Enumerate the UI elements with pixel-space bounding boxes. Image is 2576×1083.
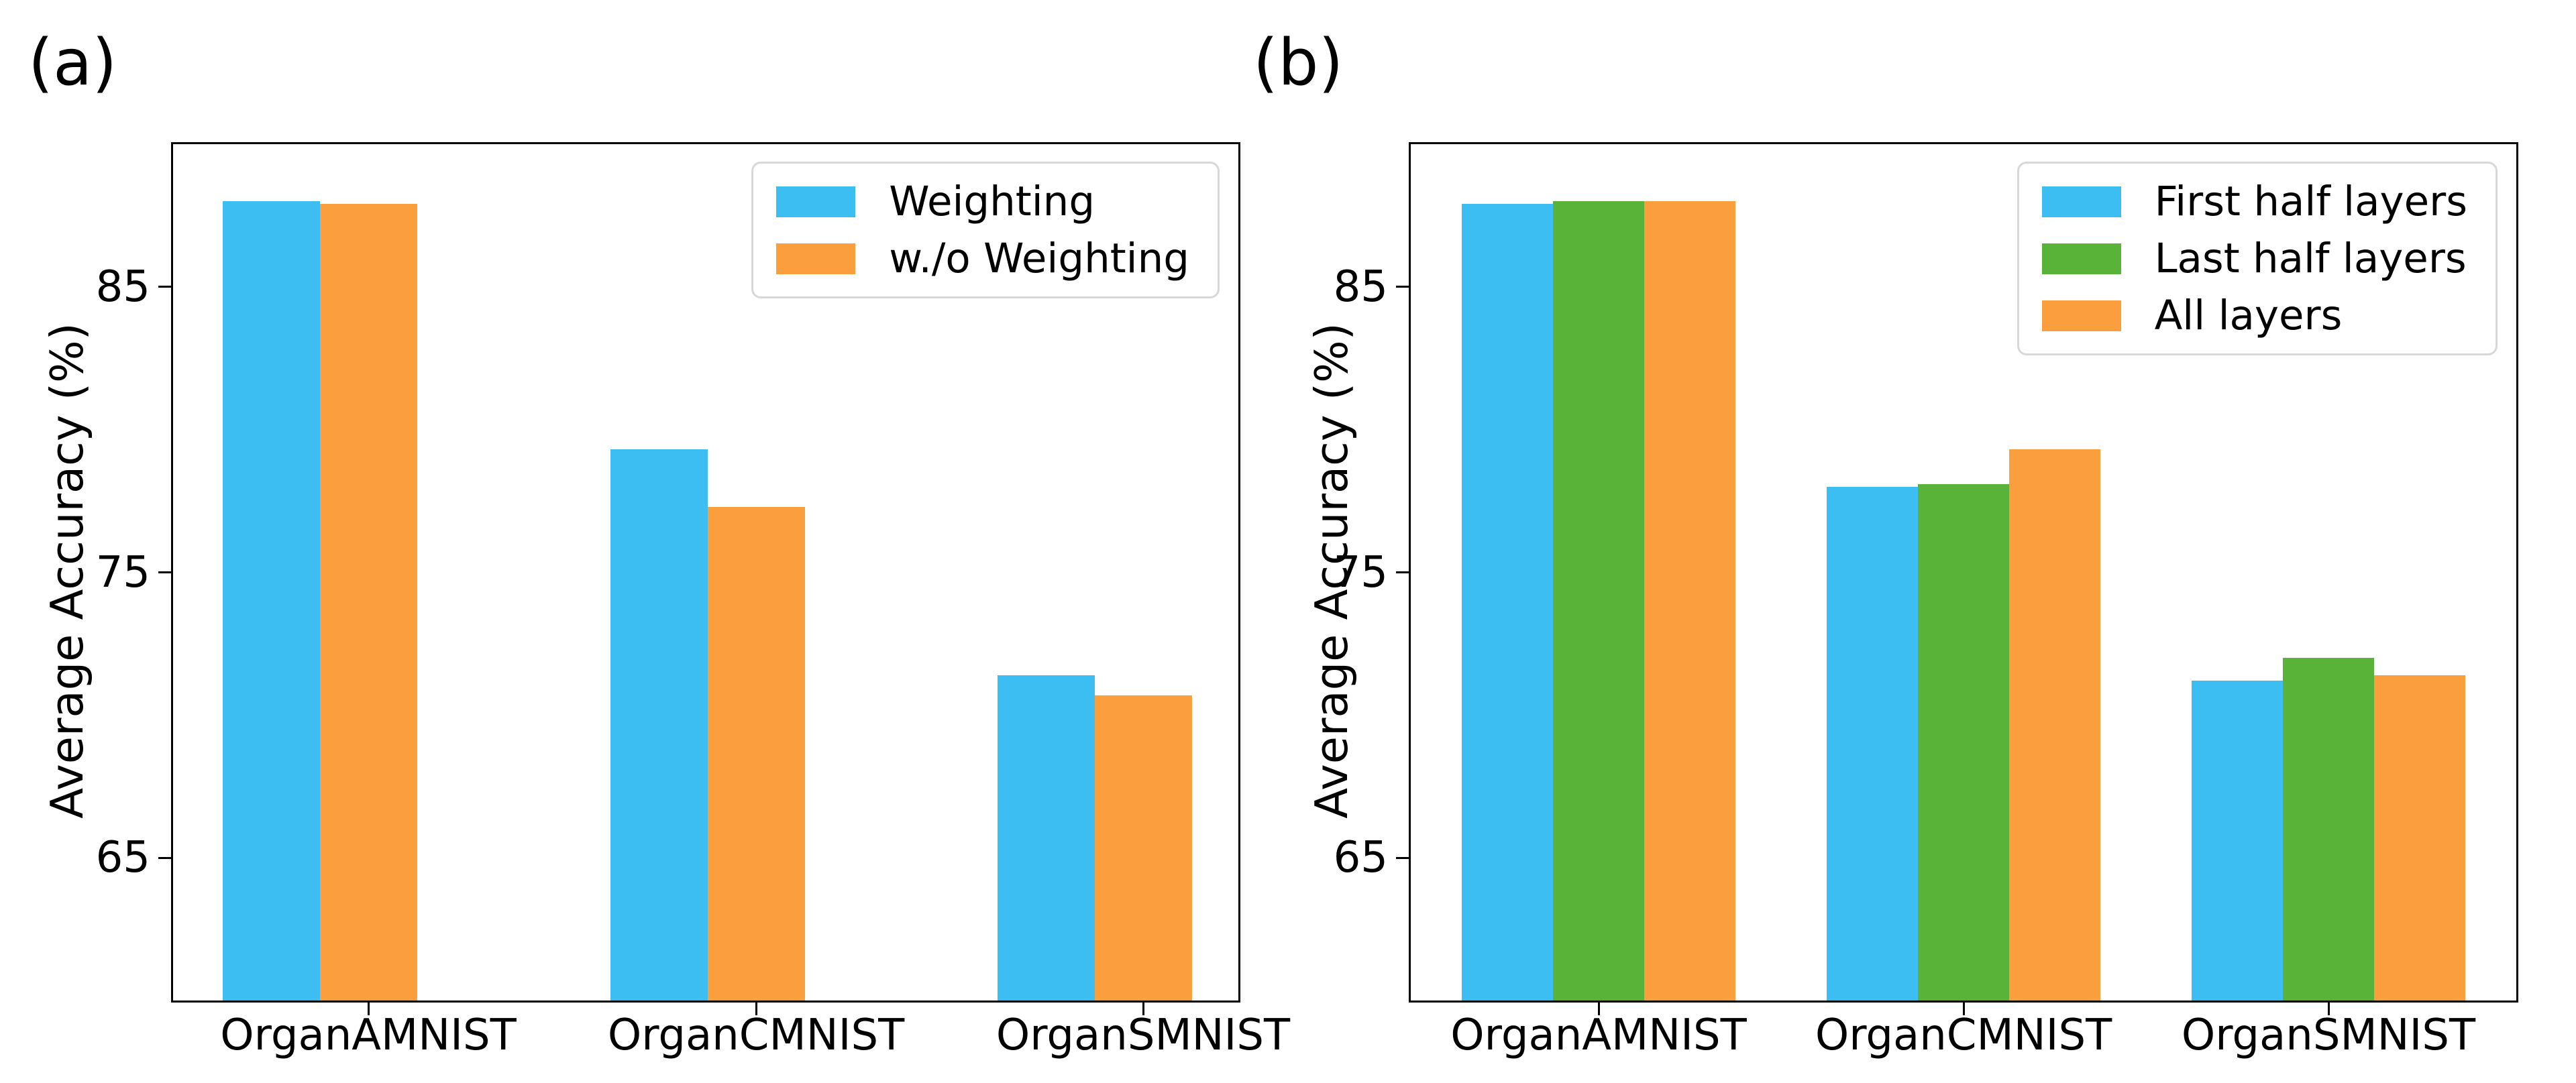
x-tick-mark (2327, 1003, 2330, 1015)
x-tick-mark (367, 1003, 370, 1015)
x-tick-label: OrganSMNIST (2181, 1011, 2476, 1060)
y-tick-mark (158, 856, 171, 859)
panel-b-label: (b) (1253, 26, 1344, 100)
legend-label: w./o Weighting (889, 235, 1189, 282)
bar (222, 201, 320, 1001)
legend-swatch (776, 186, 856, 217)
y-tick-mark (158, 286, 171, 288)
legend-swatch (776, 243, 856, 274)
x-tick-label: OrganCMNIST (1815, 1011, 2112, 1060)
legend-label: Weighting (889, 178, 1095, 225)
bar (319, 204, 417, 1001)
y-tick-label: 75 (1333, 547, 1388, 597)
y-tick-mark (158, 571, 171, 573)
legend-label: Last half layers (2154, 235, 2467, 282)
bar (2009, 449, 2100, 1001)
legend-item: Last half layers (2041, 235, 2467, 282)
y-tick-label: 65 (1333, 833, 1388, 883)
x-tick-label: OrganSMNIST (996, 1011, 1291, 1060)
bar (2374, 675, 2465, 1001)
legend-item: All layers (2041, 292, 2467, 339)
y-tick-label: 85 (95, 262, 150, 312)
bar (2283, 658, 2374, 1001)
y-tick-label: 75 (95, 547, 150, 597)
legend-label: All layers (2154, 292, 2343, 339)
legend-swatch (2041, 300, 2121, 331)
bar (1462, 204, 1553, 1001)
x-tick-label: OrganCMNIST (607, 1011, 905, 1060)
legend-swatch (2041, 186, 2121, 217)
x-tick-mark (1962, 1003, 1965, 1015)
y-tick-label: 85 (1333, 262, 1388, 312)
bar (707, 506, 805, 1001)
axes-panel-b: 65 75 85 OrganAMNIST OrganCMNIST OrganSMNIST F… (1334, 142, 2518, 1060)
legend: First half layers Last half layers All lay… (2017, 162, 2498, 355)
bar (2192, 681, 2283, 1001)
legend-item: w./o Weighting (776, 235, 1189, 282)
x-tick-mark (1142, 1003, 1144, 1015)
y-tick-label: 65 (95, 833, 150, 883)
x-tick-label: OrganAMNIST (1450, 1011, 1747, 1060)
x-tick-mark (755, 1003, 757, 1015)
legend-label: First half layers (2154, 178, 2467, 225)
legend: Weighting w./o Weighting (751, 162, 1220, 298)
y-tick-mark (1396, 286, 1409, 288)
bar (610, 449, 708, 1001)
bar (1827, 486, 1918, 1001)
panel-a-label: (a) (28, 26, 117, 100)
x-tick-mark (1597, 1003, 1600, 1015)
bar (1644, 201, 1735, 1001)
legend-item: First half layers (2041, 178, 2467, 225)
axes-panel-a: 65 75 85 OrganAMNIST OrganCMNIST OrganSMNIST W… (96, 142, 1290, 1060)
legend-swatch (2041, 243, 2121, 274)
y-tick-mark (1396, 856, 1409, 859)
bar (1094, 695, 1192, 1001)
legend-item: Weighting (776, 178, 1189, 225)
bar (997, 675, 1095, 1001)
x-tick-label: OrganAMNIST (220, 1011, 517, 1060)
y-tick-mark (1396, 571, 1409, 573)
bar (1553, 201, 1644, 1001)
bar (1918, 483, 2009, 1001)
